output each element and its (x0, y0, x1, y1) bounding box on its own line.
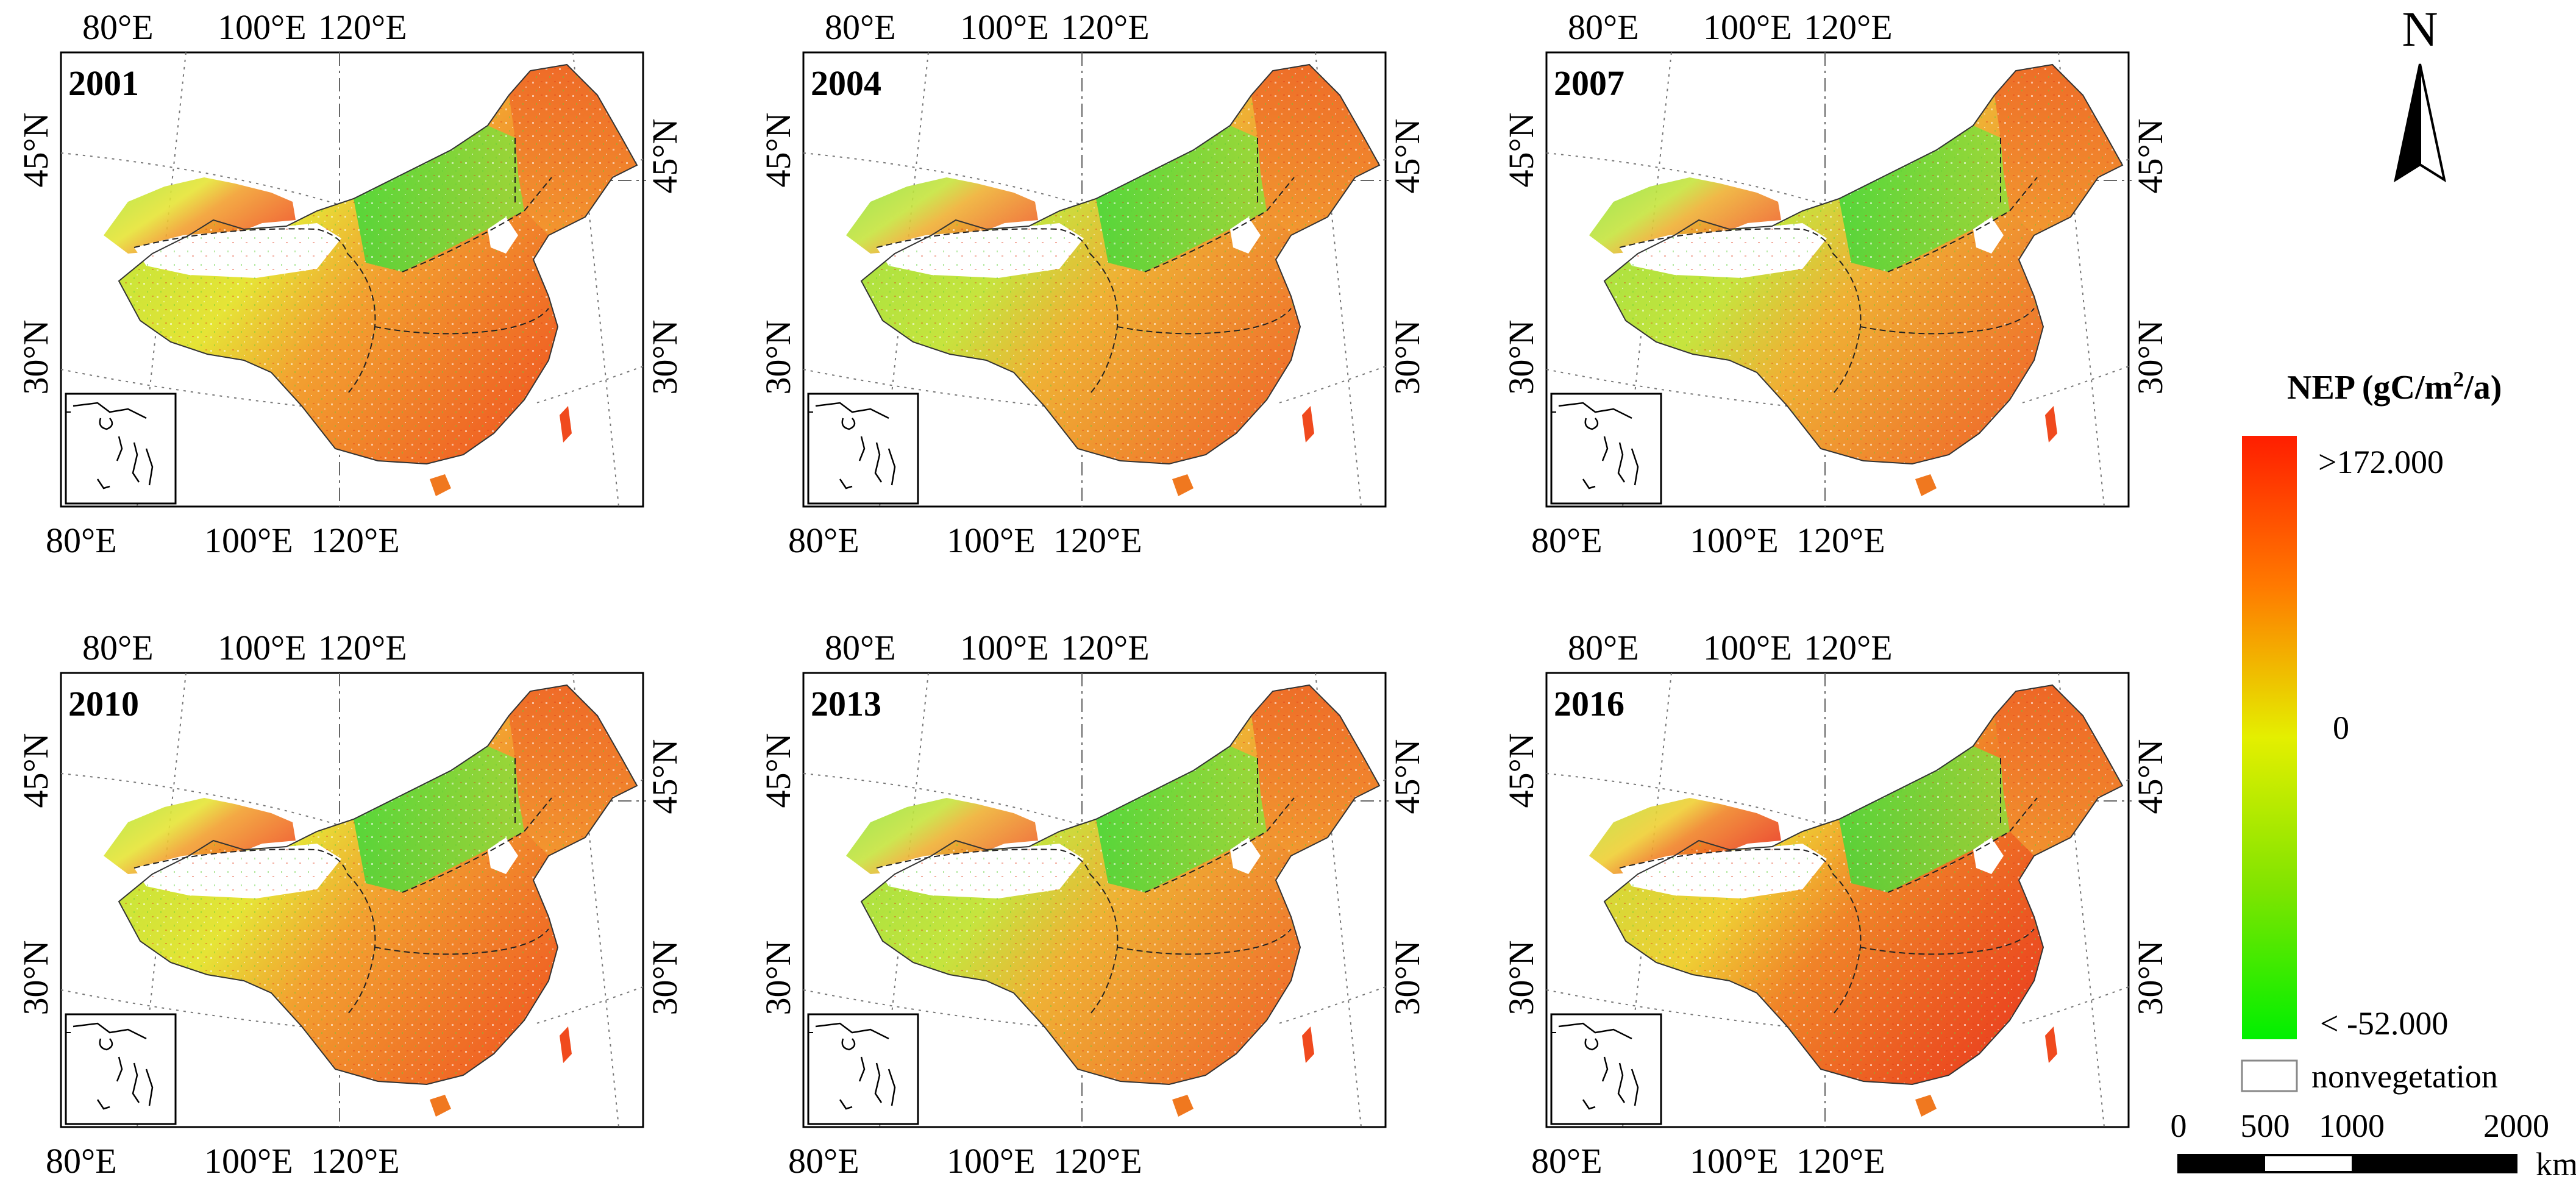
bottom-lon-label-1: 100°E (204, 1141, 293, 1181)
right-lat-label-0: 45°N (645, 739, 685, 814)
map-body (60, 51, 646, 508)
legend: NEP (gC/m2/a) >172.000 0 < -52.000 nonve… (2241, 367, 2502, 1095)
scale-label-1000: 1000 (2319, 1108, 2385, 1144)
bottom-lon-label-2: 120°E (1053, 1141, 1142, 1181)
left-lat-label-1: 30°N (758, 319, 798, 394)
year-label: 2001 (68, 63, 139, 103)
left-lat-label-1: 30°N (16, 319, 55, 394)
map-panel-2007: 2007 80°E 100°E 120°E 80°E 100°E 120°E 45°N 30°N… (1501, 7, 2170, 560)
top-lon-label-0: 80°E (1568, 628, 1639, 667)
north-arrow: N (2394, 1, 2446, 183)
year-label: 2016 (1554, 684, 1624, 724)
scale-label-500: 500 (2241, 1108, 2290, 1144)
scale-label-0: 0 (2171, 1108, 2187, 1144)
top-lon-label-1: 100°E (960, 7, 1049, 47)
legend-color-ramp (2242, 436, 2297, 1039)
map-panel-2016: 2016 80°E 100°E 120°E 80°E 100°E 120°E 45°N 30°N… (1501, 628, 2170, 1181)
right-lat-label-0: 45°N (2130, 739, 2170, 814)
right-lat-label-1: 30°N (2130, 319, 2170, 394)
bottom-lon-label-1: 100°E (947, 521, 1036, 560)
right-lat-label-1: 30°N (645, 940, 685, 1015)
bottom-lon-label-2: 120°E (1796, 521, 1885, 560)
map-panels: 2001 80°E 100°E 120°E 80°E 100°E 120°E 45°N 30°N… (16, 7, 2170, 1181)
top-lon-label-1: 100°E (218, 628, 307, 667)
top-lon-label-0: 80°E (82, 7, 154, 47)
map-body (1545, 672, 2132, 1128)
top-lon-label-0: 80°E (825, 7, 896, 47)
top-lon-label-0: 80°E (82, 628, 154, 667)
legend-nonvegetation-label: nonvegetation (2311, 1058, 2498, 1095)
scale-bar: 0 500 1000 2000 km (2171, 1108, 2576, 1183)
left-lat-label-1: 30°N (758, 940, 798, 1015)
bottom-lon-label-0: 80°E (788, 1141, 859, 1181)
top-lon-label-2: 120°E (1804, 628, 1893, 667)
legend-max-label: >172.000 (2318, 444, 2444, 480)
legend-title: NEP (gC/m2/a) (2287, 367, 2502, 407)
top-lon-label-2: 120°E (318, 628, 407, 667)
nonvegetation-swatch (2241, 1059, 2298, 1092)
bottom-lon-label-1: 100°E (1690, 521, 1779, 560)
north-arrow-label: N (2402, 1, 2438, 57)
bottom-lon-label-2: 120°E (311, 1141, 400, 1181)
right-lat-label-0: 45°N (1387, 739, 1427, 814)
bottom-lon-label-1: 100°E (947, 1141, 1036, 1181)
map-panel-2010: 2010 80°E 100°E 120°E 80°E 100°E 120°E 45°N 30°N… (16, 628, 685, 1181)
map-panel-2001: 2001 80°E 100°E 120°E 80°E 100°E 120°E 45°N 30°N… (16, 7, 685, 560)
bottom-lon-label-0: 80°E (46, 1141, 117, 1181)
top-lon-label-1: 100°E (218, 7, 307, 47)
bottom-lon-label-1: 100°E (204, 521, 293, 560)
bottom-lon-label-2: 120°E (1796, 1141, 1885, 1181)
year-label: 2013 (811, 684, 881, 724)
left-lat-label-0: 45°N (758, 112, 798, 187)
map-panel-2013: 2013 80°E 100°E 120°E 80°E 100°E 120°E 45°N 30°N… (758, 628, 1427, 1181)
bottom-lon-label-0: 80°E (1531, 521, 1603, 560)
top-lon-label-2: 120°E (1061, 7, 1150, 47)
right-lat-label-1: 30°N (1387, 319, 1427, 394)
bottom-lon-label-2: 120°E (311, 521, 400, 560)
year-label: 2007 (1554, 63, 1624, 103)
bottom-lon-label-2: 120°E (1053, 521, 1142, 560)
top-lon-label-2: 120°E (1061, 628, 1150, 667)
right-lat-label-1: 30°N (1387, 940, 1427, 1015)
year-label: 2010 (68, 684, 139, 724)
top-lon-label-0: 80°E (825, 628, 896, 667)
map-body (802, 672, 1389, 1128)
legend-min-label: < -52.000 (2320, 1005, 2448, 1042)
bottom-lon-label-0: 80°E (46, 521, 117, 560)
top-lon-label-1: 100°E (1703, 628, 1792, 667)
scale-unit: km (2536, 1146, 2576, 1183)
top-lon-label-2: 120°E (318, 7, 407, 47)
left-lat-label-0: 45°N (1501, 112, 1541, 187)
top-lon-label-1: 100°E (960, 628, 1049, 667)
top-lon-label-2: 120°E (1804, 7, 1893, 47)
right-lat-label-0: 45°N (645, 118, 685, 193)
right-lat-label-1: 30°N (645, 319, 685, 394)
year-label: 2004 (811, 63, 881, 103)
map-panel-2004: 2004 80°E 100°E 120°E 80°E 100°E 120°E 45°N 30°N… (758, 7, 1427, 560)
left-lat-label-1: 30°N (1501, 940, 1541, 1015)
map-body (1545, 51, 2132, 508)
left-lat-label-0: 45°N (16, 733, 55, 808)
bottom-lon-label-0: 80°E (1531, 1141, 1603, 1181)
scale-label-2000: 2000 (2483, 1108, 2549, 1144)
legend-mid-label: 0 (2333, 710, 2349, 746)
right-lat-label-0: 45°N (2130, 118, 2170, 193)
bottom-lon-label-1: 100°E (1690, 1141, 1779, 1181)
map-body (802, 51, 1389, 508)
right-lat-label-1: 30°N (2130, 940, 2170, 1015)
left-lat-label-1: 30°N (1501, 319, 1541, 394)
left-lat-label-0: 45°N (16, 112, 55, 187)
bottom-lon-label-0: 80°E (788, 521, 859, 560)
map-body (60, 672, 646, 1128)
left-lat-label-0: 45°N (758, 733, 798, 808)
left-lat-label-0: 45°N (1501, 733, 1541, 808)
right-lat-label-0: 45°N (1387, 118, 1427, 193)
left-lat-label-1: 30°N (16, 940, 55, 1015)
top-lon-label-0: 80°E (1568, 7, 1639, 47)
top-lon-label-1: 100°E (1703, 7, 1792, 47)
